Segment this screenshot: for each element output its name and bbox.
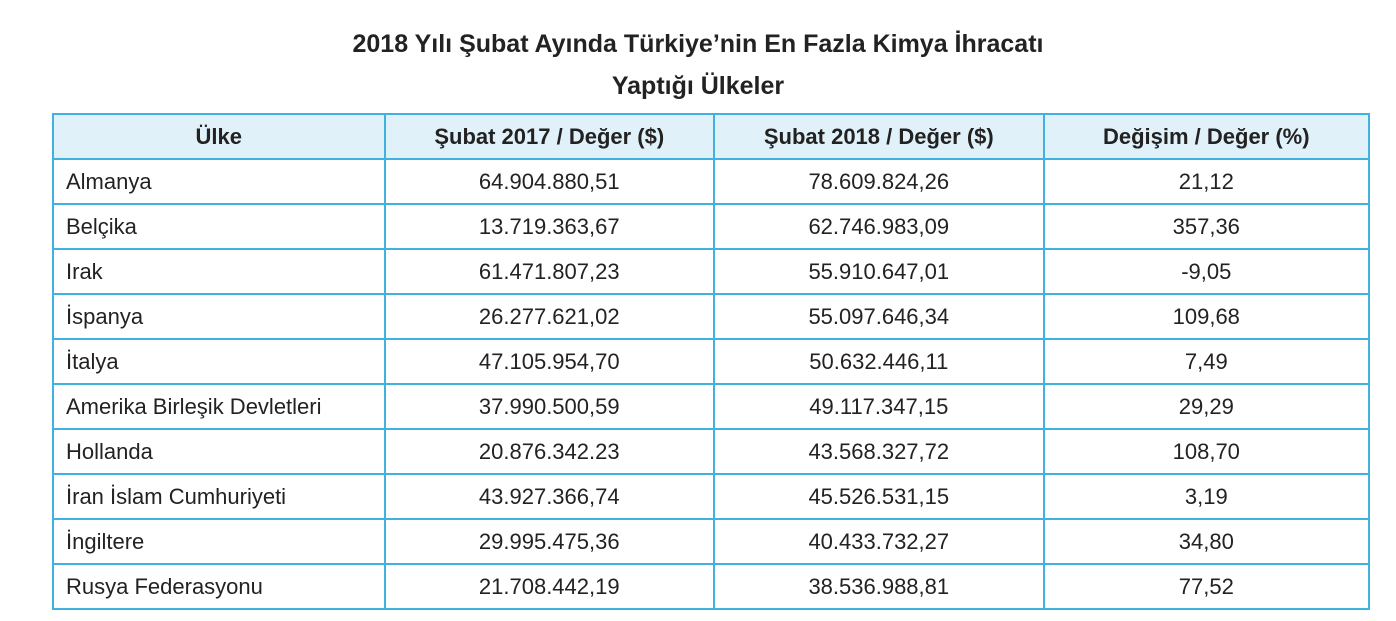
title-line: Yaptığı Ülkeler xyxy=(611,72,785,100)
table-cell: 21.708.442,19 xyxy=(383,563,716,610)
table-cell: 29,29 xyxy=(1042,383,1371,430)
table-cell: 43.568.327,72 xyxy=(713,428,1045,475)
table-cell: İran İslam Cumhuriyeti xyxy=(52,473,386,520)
table-cell: 61.471.807,23 xyxy=(383,248,716,295)
column-header: Ülke xyxy=(52,113,386,160)
table-cell: Irak xyxy=(52,248,386,295)
table-row: Hollanda 20.876.342.23 43.568.327,72 108,70 xyxy=(52,428,1371,475)
table-cell: 55.097.646,34 xyxy=(713,293,1045,340)
table-cell: 29.995.475,36 xyxy=(383,518,716,565)
table-cell: 37.990.500,59 xyxy=(383,383,716,430)
table-cell: İtalya xyxy=(52,338,386,385)
table-cell: 108,70 xyxy=(1042,428,1371,475)
table-cell: 77,52 xyxy=(1042,563,1371,610)
table-cell: 7,49 xyxy=(1042,338,1371,385)
table-row: İspanya 26.277.621,02 55.097.646,34 109,68 xyxy=(52,293,1371,340)
table-row: Rusya Federasyonu 21.708.442,19 38.536.988… xyxy=(52,563,1371,610)
column-header: Şubat 2017 / Değer ($) xyxy=(383,113,716,160)
table-cell: 38.536.988,81 xyxy=(713,563,1045,610)
table-cell: 34,80 xyxy=(1042,518,1371,565)
table-cell: 55.910.647,01 xyxy=(713,248,1045,295)
table-cell: 109,68 xyxy=(1042,293,1371,340)
table-cell: 50.632.446,11 xyxy=(713,338,1045,385)
table-cell: İspanya xyxy=(52,293,386,340)
table-row: Belçika 13.719.363,67 62.746.983,09 357,36 xyxy=(52,203,1371,250)
table-row: Irak 61.471.807,23 55.910.647,01 -9,05 xyxy=(52,248,1371,295)
table-row: İngiltere 29.995.475,36 40.433.732,27 34,80 xyxy=(52,518,1371,565)
table-cell: Belçika xyxy=(52,203,386,250)
table-cell: Rusya Federasyonu xyxy=(52,563,386,610)
table-cell: 21,12 xyxy=(1042,158,1371,205)
table-cell: İngiltere xyxy=(52,518,386,565)
table-cell: 26.277.621,02 xyxy=(383,293,716,340)
table-cell: 357,36 xyxy=(1042,203,1371,250)
header-row: Ülke Şubat 2017 / Değer ($) Şubat 2018 / D… xyxy=(52,113,1371,160)
title-line: 2018 Yılı Şubat Ayında Türkiye’nin En Fa… xyxy=(352,30,1044,58)
table-cell: 3,19 xyxy=(1042,473,1371,520)
table-cell: Almanya xyxy=(52,158,386,205)
table-cell: 40.433.732,27 xyxy=(713,518,1045,565)
table-cell: 43.927.366,74 xyxy=(383,473,716,520)
table-row: Amerika Birleşik Devletleri 37.990.500,59… xyxy=(52,383,1371,430)
column-header: Şubat 2018 / Değer ($) xyxy=(713,113,1045,160)
table-cell: 49.117.347,15 xyxy=(713,383,1045,430)
table-cell: 47.105.954,70 xyxy=(383,338,716,385)
table-cell: Amerika Birleşik Devletleri xyxy=(52,383,386,430)
table-cell: 13.719.363,67 xyxy=(383,203,716,250)
data-table: Ülke Şubat 2017 / Değer ($) Şubat 2018 / D… xyxy=(52,113,1371,610)
table-cell: Hollanda xyxy=(52,428,386,475)
table-cell: 45.526.531,15 xyxy=(713,473,1045,520)
table-cell: -9,05 xyxy=(1042,248,1371,295)
table-cell: 20.876.342.23 xyxy=(383,428,716,475)
table-cell: 78.609.824,26 xyxy=(713,158,1045,205)
table-row: Almanya 64.904.880,51 78.609.824,26 21,12 xyxy=(52,158,1371,205)
column-header: Değişim / Değer (%) xyxy=(1042,113,1371,160)
table-row: İtalya 47.105.954,70 50.632.446,11 7,49 xyxy=(52,338,1371,385)
table-cell: 64.904.880,51 xyxy=(383,158,716,205)
table-row: İran İslam Cumhuriyeti 43.927.366,74 45.52… xyxy=(52,473,1371,520)
table-cell: 62.746.983,09 xyxy=(713,203,1045,250)
